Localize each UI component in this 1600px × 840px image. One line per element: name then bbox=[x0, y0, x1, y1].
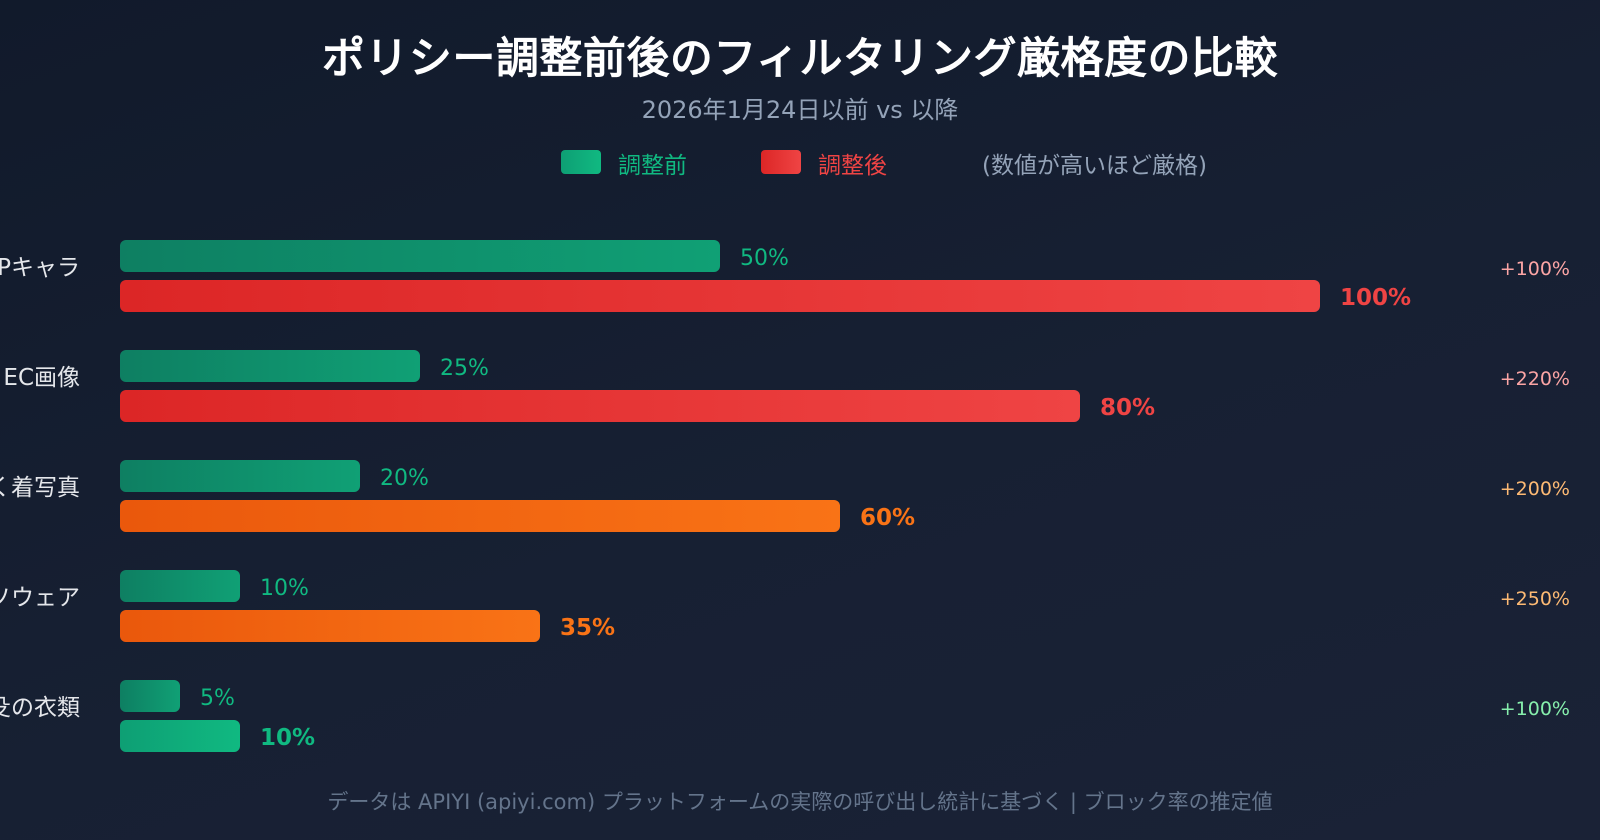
bar-before bbox=[120, 680, 180, 712]
value-label-after: 100% bbox=[1340, 285, 1411, 311]
bar-before bbox=[120, 570, 240, 602]
change-label: +250% bbox=[1500, 588, 1570, 610]
legend-swatch-before bbox=[561, 150, 601, 174]
category-label: Pキャラ bbox=[0, 255, 80, 281]
value-label-after: 80% bbox=[1100, 395, 1155, 421]
legend-label-after: 調整後 bbox=[818, 153, 887, 179]
value-label-after: 60% bbox=[860, 505, 915, 531]
change-label: +220% bbox=[1500, 368, 1570, 390]
bar-after bbox=[120, 280, 1320, 312]
value-label-after: 35% bbox=[560, 615, 615, 641]
value-label-before: 50% bbox=[740, 246, 789, 271]
value-label-before: 20% bbox=[380, 466, 429, 491]
bar-before bbox=[120, 240, 720, 272]
legend-label-before: 調整前 bbox=[618, 153, 687, 179]
category-label: EC画像 bbox=[3, 365, 80, 391]
chart-title: ポリシー調整前後のフィルタリング厳格度の比較 bbox=[321, 34, 1279, 84]
bar-after bbox=[120, 500, 840, 532]
value-label-before: 25% bbox=[440, 356, 489, 381]
value-label-after: 10% bbox=[260, 725, 315, 751]
bar-before bbox=[120, 460, 360, 492]
value-label-before: 10% bbox=[260, 576, 309, 601]
bar-after bbox=[120, 610, 540, 642]
category-label: 殳の衣類 bbox=[0, 695, 80, 721]
change-label: +100% bbox=[1500, 258, 1570, 280]
bar-before bbox=[120, 350, 420, 382]
bar-after bbox=[120, 720, 240, 752]
legend-swatch-after bbox=[761, 150, 801, 174]
bar-after bbox=[120, 390, 1080, 422]
chart-subtitle: 2026年1月24日以前 vs 以降 bbox=[641, 96, 959, 124]
change-label: +100% bbox=[1500, 698, 1570, 720]
chart-footer: データは APIYI (apiyi.com) プラットフォームの実際の呼び出し統… bbox=[327, 790, 1273, 814]
category-label: く着写真 bbox=[0, 475, 80, 501]
category-label: ソウェア bbox=[0, 585, 80, 611]
change-label: +200% bbox=[1500, 478, 1570, 500]
value-label-before: 5% bbox=[200, 686, 235, 711]
legend-note: (数値が高いほど厳格) bbox=[982, 153, 1207, 179]
